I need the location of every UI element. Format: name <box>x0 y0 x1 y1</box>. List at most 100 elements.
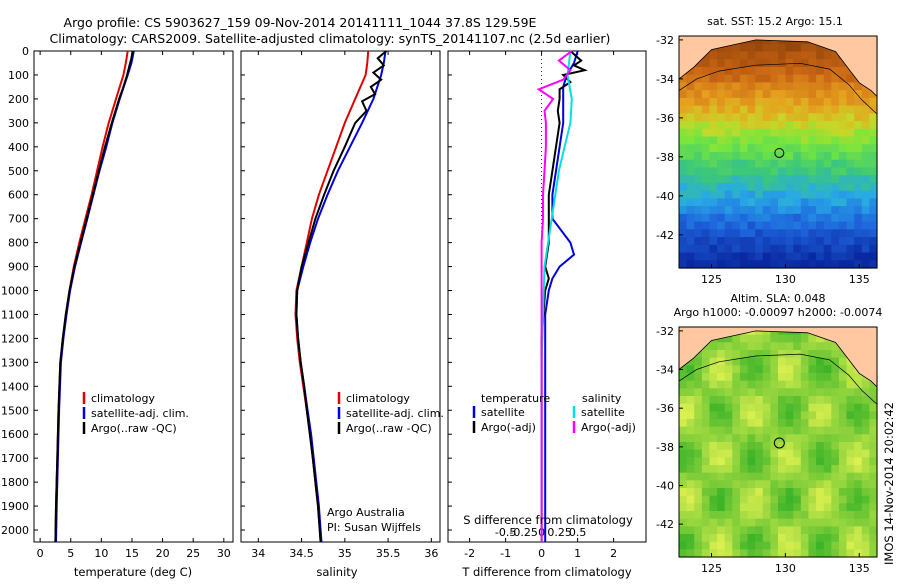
map-cell <box>793 442 802 451</box>
map-cell <box>816 105 825 114</box>
map-cell <box>808 128 817 138</box>
map-cell <box>800 136 810 145</box>
map-cell <box>785 373 794 382</box>
map-cell <box>838 526 848 535</box>
map-cell <box>762 97 771 107</box>
map-cell <box>846 229 855 238</box>
map-cell <box>823 503 832 512</box>
map-cell <box>739 526 749 535</box>
map-cell <box>694 260 703 269</box>
map-cell <box>724 541 733 550</box>
map-cell <box>679 419 688 428</box>
map-cell <box>732 237 741 246</box>
map-cell <box>831 128 840 138</box>
map-cell <box>717 411 726 420</box>
map-cell <box>793 526 802 535</box>
map-cell <box>778 472 787 481</box>
map-cell <box>724 206 733 215</box>
temperature-ticks: 0 5 10 15 20 25 300100200300400500600700800900… <box>1 45 231 560</box>
map-cell <box>854 488 863 497</box>
map-cell <box>724 495 733 504</box>
map-cell <box>846 159 855 169</box>
map-cell <box>724 526 733 535</box>
map-cell <box>861 144 870 153</box>
map-cell <box>808 465 817 474</box>
map-cell <box>732 206 741 215</box>
map-cell <box>854 434 863 443</box>
map-cell <box>831 252 840 261</box>
map-cell <box>724 198 733 207</box>
map-cell <box>747 472 756 481</box>
map-cell <box>854 244 863 254</box>
map-cell <box>831 526 840 535</box>
map-cell <box>869 244 878 254</box>
title-line-1: Argo profile: CS 5903627_159 09-Nov-2014… <box>64 15 537 30</box>
map-cell <box>739 426 749 435</box>
map-cell <box>747 152 756 161</box>
map-cell <box>739 82 749 91</box>
map-cell <box>816 357 825 366</box>
map-cell <box>823 472 832 481</box>
map-cell <box>679 128 688 138</box>
map-cell <box>793 136 802 145</box>
map-cell <box>747 541 756 550</box>
map-x-tick-label: 125 <box>701 562 722 575</box>
map-cell <box>869 403 878 412</box>
map-cell <box>770 43 779 53</box>
map-cell <box>717 365 726 374</box>
map-cell <box>717 426 726 435</box>
map-cell <box>755 518 764 527</box>
map-cell <box>701 357 711 366</box>
map-cell <box>838 121 848 130</box>
map-cell <box>800 121 810 130</box>
map-cell <box>724 534 733 543</box>
map-cell <box>778 334 787 343</box>
map-cell <box>854 449 863 458</box>
map-cell <box>838 128 848 138</box>
map-cell <box>816 152 825 161</box>
map-cell <box>717 511 726 520</box>
map-cell <box>747 167 756 176</box>
map-cell <box>679 198 688 207</box>
map-cell <box>709 51 718 60</box>
map-cell <box>770 434 779 443</box>
map-cell <box>709 465 718 474</box>
map-cell <box>808 434 817 443</box>
map-cell <box>854 388 863 397</box>
map-y-tick-label: -38 <box>656 441 674 454</box>
map-cell <box>701 182 711 192</box>
map-cell <box>717 213 726 223</box>
map-cell <box>785 175 794 184</box>
map-cell <box>724 237 733 246</box>
map-cell <box>846 190 855 199</box>
map-cell <box>679 388 688 397</box>
map-cell <box>793 260 802 269</box>
map-cell <box>808 357 817 366</box>
map-cell <box>739 480 749 489</box>
map-cell <box>717 465 726 474</box>
map-cell <box>846 518 855 527</box>
map-cell <box>778 350 787 359</box>
map-cell <box>854 480 863 489</box>
map-cell <box>686 229 695 238</box>
map-cell <box>778 229 787 238</box>
map-cell <box>717 380 726 389</box>
map-cell <box>785 365 794 374</box>
map-cell <box>823 152 832 161</box>
map-cell <box>861 136 870 145</box>
map-cell <box>724 403 733 412</box>
map-cell <box>778 457 787 466</box>
map-cell <box>793 175 802 184</box>
series-argo <box>54 50 134 543</box>
map-cell <box>808 190 817 199</box>
map-cell <box>778 526 787 535</box>
map-cell <box>770 105 779 114</box>
map-cell <box>846 113 855 122</box>
map-cell <box>793 511 802 520</box>
salinity-xlabel: salinity <box>316 565 357 579</box>
map-cell <box>831 198 840 207</box>
map-cell <box>770 144 779 153</box>
map-cell <box>846 198 855 207</box>
map-cell <box>854 518 863 527</box>
map-cell <box>709 74 718 83</box>
